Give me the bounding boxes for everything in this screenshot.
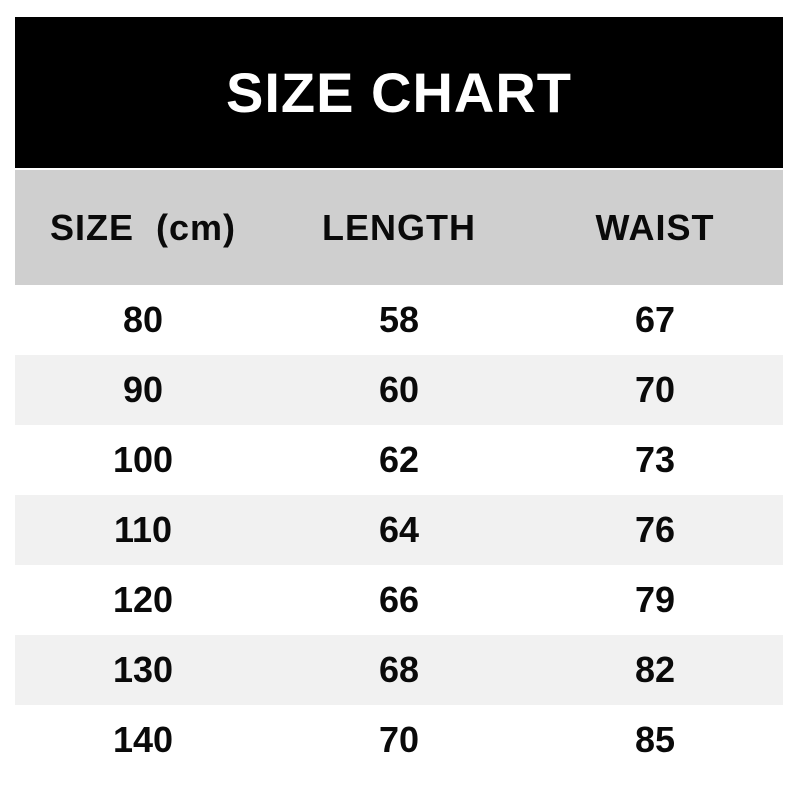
- cell-size: 140: [112, 719, 174, 760]
- title-band: SIZE CHART: [15, 17, 783, 168]
- cell-waist: 82: [634, 649, 676, 690]
- cell-length: 64: [378, 509, 420, 550]
- cell-waist: 73: [634, 439, 676, 480]
- cell-length: 70: [378, 719, 420, 760]
- table-row: 130 68 82: [15, 635, 783, 705]
- cell-waist: 79: [634, 579, 676, 620]
- cell-length: 66: [378, 579, 420, 620]
- table-row: 140 70 85: [15, 705, 783, 775]
- cell-length: 62: [378, 439, 420, 480]
- cell-size: 110: [113, 509, 173, 550]
- table-row: 110 64 76: [15, 495, 783, 565]
- cell-waist: 70: [634, 369, 676, 410]
- table-row: 120 66 79: [15, 565, 783, 635]
- cell-size: 130: [112, 649, 174, 690]
- cell-size: 90: [122, 369, 164, 410]
- table-row: 90 60 70: [15, 355, 783, 425]
- cell-length: 58: [378, 299, 420, 340]
- page-title: SIZE CHART: [226, 60, 572, 124]
- cell-size: 80: [122, 299, 164, 340]
- column-header-waist: WAIST: [595, 206, 715, 248]
- column-header-size: SIZE (cm): [49, 206, 237, 248]
- table-body: 80 58 67 90 60 70 100 62 73 110 64 76 12…: [15, 285, 783, 775]
- cell-waist: 67: [634, 299, 676, 340]
- table-header-row: SIZE (cm) LENGTH WAIST: [15, 170, 783, 285]
- cell-length: 60: [378, 369, 420, 410]
- cell-waist: 85: [634, 719, 676, 760]
- cell-size: 100: [112, 439, 174, 480]
- cell-waist: 76: [634, 509, 676, 550]
- cell-size: 120: [112, 579, 174, 620]
- table-row: 100 62 73: [15, 425, 783, 495]
- table-row: 80 58 67: [15, 285, 783, 355]
- column-header-length: LENGTH: [322, 206, 476, 248]
- cell-length: 68: [378, 649, 420, 690]
